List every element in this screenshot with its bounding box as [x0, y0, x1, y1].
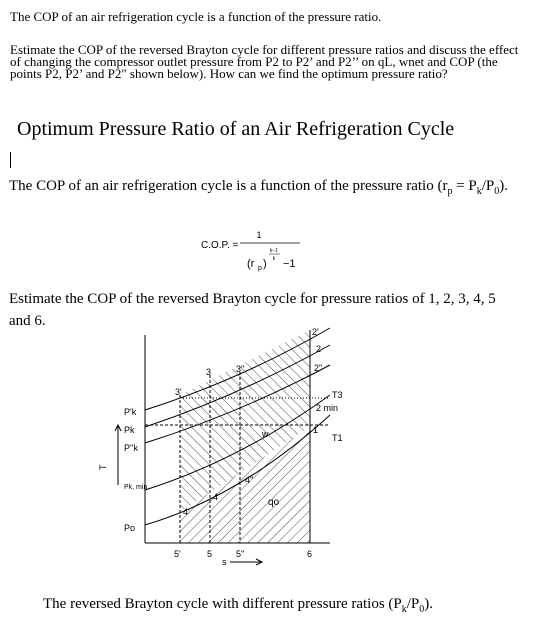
paragraph: The COP of an air refrigeration cycle is…	[9, 175, 519, 203]
text: ).	[424, 596, 434, 612]
axis-label: T	[98, 464, 108, 470]
text: The COP of an air refrigeration cycle is…	[9, 178, 448, 194]
text: /P	[406, 596, 420, 612]
point-label: 2 min	[316, 403, 338, 413]
text: k	[401, 604, 407, 615]
point-label: 2'	[312, 327, 319, 337]
isobar-label: Pk	[124, 425, 135, 435]
text: ).	[499, 178, 509, 194]
s-label: 6	[307, 549, 312, 559]
point-label: 4'	[183, 507, 190, 517]
text: 0	[419, 604, 425, 615]
text: /P	[481, 178, 495, 194]
formula-lhs: C.O.P. =	[201, 240, 238, 251]
point-label: 1	[313, 425, 318, 435]
formula-base: (r	[247, 258, 255, 270]
isobar-label: Pk, min	[124, 484, 147, 491]
cursor	[10, 152, 11, 168]
text: = P	[452, 178, 477, 194]
formula-minus: −1	[283, 258, 296, 270]
isobar-label: P''k	[124, 443, 138, 453]
text: p	[447, 186, 453, 197]
lines	[114, 327, 331, 566]
intro-line: The COP of an air refrigeration cycle is…	[10, 9, 382, 24]
ts-diagram: 2' 2 2'' 3' 3 3'' 2 min T3 T1 1 4'' 4 4'…	[98, 327, 343, 567]
s-label: 5'	[174, 549, 181, 559]
point-label: 4	[213, 492, 218, 502]
point-label: 3'	[175, 387, 182, 397]
hatching	[180, 330, 310, 543]
formula-close: )	[263, 258, 267, 270]
point-label: T3	[332, 390, 343, 400]
point-label: 2	[316, 344, 321, 354]
text: k	[476, 186, 482, 197]
point-label: 2''	[314, 363, 323, 373]
isobar-label: P'k	[124, 407, 137, 417]
axis-label: s	[222, 557, 227, 567]
paragraph: Estimate the COP of the reversed Brayton…	[9, 291, 496, 329]
point-label: 3''	[236, 364, 245, 374]
heading: Optimum Pressure Ratio of an Air Refrige…	[17, 118, 455, 140]
formula: C.O.P. = 1 (r p ) k−1 k −1	[201, 230, 300, 272]
text: The reversed Brayton cycle with differen…	[43, 596, 402, 612]
isobar-label: Po	[124, 523, 135, 533]
s-label: 5''	[236, 549, 245, 559]
point-label: T1	[332, 433, 343, 443]
formula-exp-num: k−1	[270, 248, 278, 254]
formula-numerator: 1	[256, 230, 261, 240]
caption: The reversed Brayton cycle with differen…	[43, 596, 433, 615]
question: Estimate the COP of the reversed Brayton…	[10, 42, 519, 81]
point-label: 3	[206, 367, 211, 377]
formula-exp-den: k	[273, 256, 276, 262]
heat-label: qo	[268, 497, 280, 508]
work-label: w	[261, 429, 269, 439]
s-label: 5	[207, 549, 212, 559]
point-label: 4''	[245, 475, 254, 485]
text: 0	[494, 186, 500, 197]
formula-sub: p	[258, 265, 262, 272]
